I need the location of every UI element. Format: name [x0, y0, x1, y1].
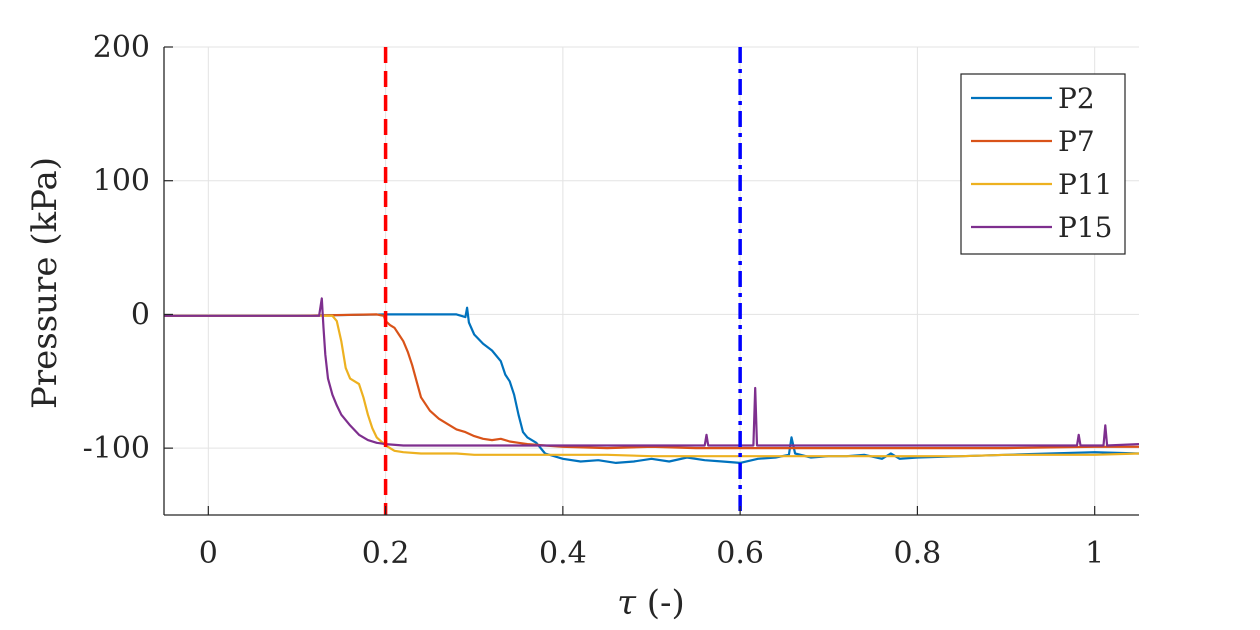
legend-box — [960, 73, 1126, 255]
y-tick-label: 0 — [131, 297, 150, 332]
x-tick-label: 0 — [199, 536, 218, 571]
series-line-p11 — [164, 314, 1139, 458]
series-layer — [164, 297, 1139, 464]
y-tick-label: -100 — [83, 431, 150, 466]
x-tick-label: 0.4 — [539, 536, 587, 571]
y-tick-label: 200 — [93, 30, 150, 65]
x-tick-label: 1 — [1085, 536, 1104, 571]
x-tick-label: 0.2 — [362, 536, 410, 571]
x-axis-label: τ (-) — [617, 583, 685, 623]
series-line-p15 — [164, 297, 1139, 447]
legend-label-p11: P11 — [1058, 168, 1112, 201]
legend-label-p2: P2 — [1058, 82, 1095, 115]
x-tick-label: 0.8 — [894, 536, 942, 571]
legend-label-p7: P7 — [1058, 125, 1095, 158]
reference-lines — [383, 47, 742, 515]
tick-labels: 0 0.2 0.4 0.6 0.8 1 200 100 0 -100 — [83, 30, 1105, 571]
x-tick-label: 0.6 — [716, 536, 764, 571]
legend-label-p15: P15 — [1058, 211, 1112, 244]
axes — [163, 46, 1139, 516]
y-tick-label: 100 — [93, 164, 150, 199]
legend: P2 P7 P11 P15 — [960, 73, 1126, 255]
y-axis-label: Pressure (kPa) — [25, 157, 65, 409]
series-line-p7 — [164, 313, 1139, 450]
series-line-p2 — [164, 306, 1139, 464]
